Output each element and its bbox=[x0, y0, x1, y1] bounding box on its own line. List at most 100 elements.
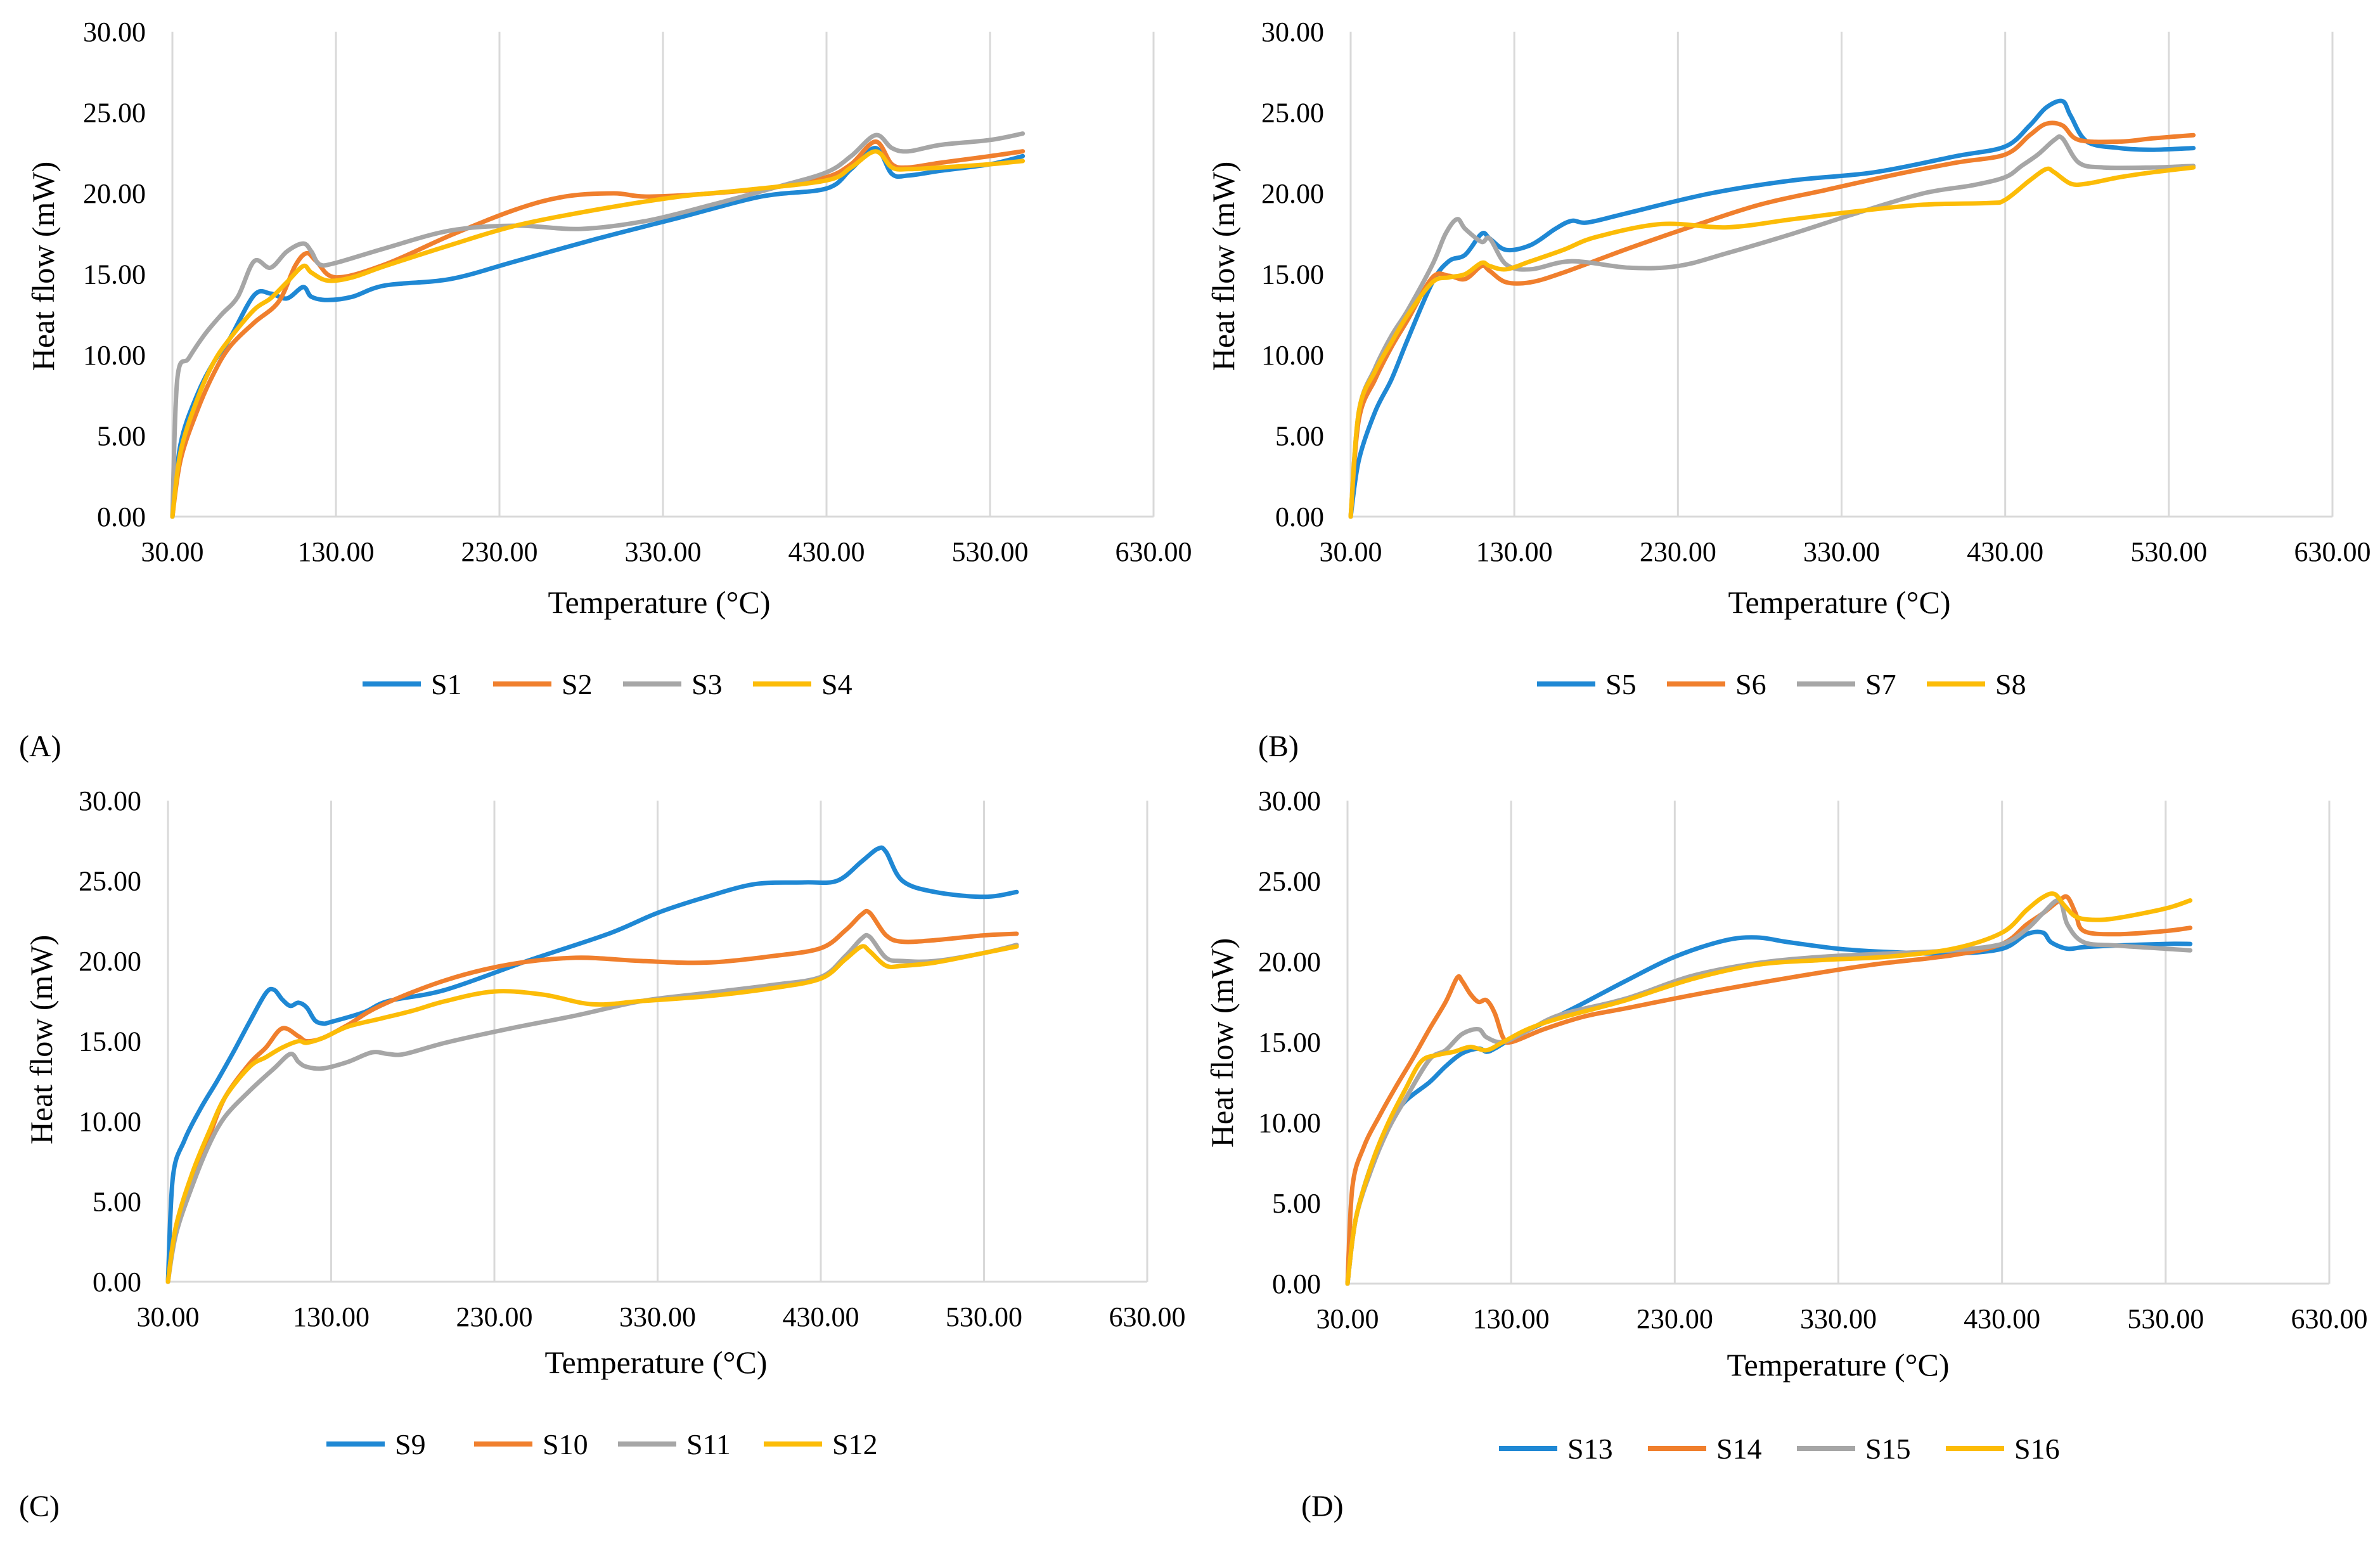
panel-b-xtick-label: 30.00 bbox=[1320, 536, 1382, 567]
legend-label-s9: S9 bbox=[395, 1428, 426, 1460]
panel-a-series bbox=[170, 131, 1026, 519]
panel-c-axes: 0.00 5.00 10.00 15.00 20.00 25.00 30.00 30.00 13… bbox=[79, 785, 1186, 1332]
panel-c-xtick-label: 430.00 bbox=[783, 1301, 859, 1332]
series-line-s2 bbox=[170, 139, 1026, 519]
panel-a-xtick-label: 630.00 bbox=[1116, 536, 1192, 567]
panel-b-axes: 0.00 5.00 10.00 15.00 20.00 25.00 30.00 30.00 13… bbox=[1261, 16, 2371, 567]
panel-b-legend: S5 S6 S7 S8 bbox=[1537, 668, 2026, 700]
panel-c-legend: S9 S10 S11 S12 bbox=[326, 1428, 878, 1460]
panel-a-ytick-label: 25.00 bbox=[83, 98, 146, 129]
series-line-s14 bbox=[1345, 894, 2193, 1286]
panel-d-xtick-label: 530.00 bbox=[2127, 1303, 2204, 1334]
panel-a-xtick-label: 130.00 bbox=[298, 536, 375, 567]
panel-d-ytick-label: 25.00 bbox=[1258, 866, 1321, 897]
legend-label-s11: S11 bbox=[686, 1428, 731, 1460]
panel-c-ytick-label: 0.00 bbox=[93, 1267, 141, 1298]
legend-label-s16: S16 bbox=[2014, 1433, 2060, 1465]
panel-c-ytick-label: 10.00 bbox=[79, 1106, 141, 1137]
panel-b-ytick-label: 30.00 bbox=[1261, 16, 1324, 48]
panel-a-ytick-label: 20.00 bbox=[83, 178, 146, 209]
panel-b-xlabel: Temperature (°C) bbox=[1728, 584, 1950, 620]
panel-a-legend: S1 S2 S3 S4 bbox=[363, 668, 852, 700]
legend-label-s12: S12 bbox=[832, 1428, 878, 1460]
panel-c-xtick-label: 230.00 bbox=[456, 1301, 533, 1332]
panel-b-series bbox=[1348, 98, 2196, 519]
series-line-s16 bbox=[1345, 891, 2193, 1286]
panel-b-tag: (B) bbox=[1258, 730, 1299, 763]
panel-d-ylabel: Heat flow (mW) bbox=[1204, 938, 1240, 1147]
panel-c-ylabel: Heat flow (mW) bbox=[23, 935, 59, 1144]
panel-d-ytick-label: 30.00 bbox=[1258, 785, 1321, 816]
panel-c-xtick-label: 330.00 bbox=[619, 1301, 696, 1332]
panel-d-xtick-label: 630.00 bbox=[2291, 1303, 2368, 1334]
legend-label-s10: S10 bbox=[543, 1428, 588, 1460]
panel-a-axes: 0.00 5.00 10.00 15.00 20.00 25.00 30.00 30.00 13… bbox=[83, 16, 1192, 567]
legend-label-s15: S15 bbox=[1865, 1433, 1911, 1465]
panel-a-xtick-label: 230.00 bbox=[461, 536, 538, 567]
panel-a-tag: (A) bbox=[19, 730, 61, 763]
panel-b-grid bbox=[1513, 32, 2334, 517]
panel-a: 0.00 5.00 10.00 15.00 20.00 25.00 30.00 30.00 13… bbox=[19, 16, 1192, 763]
panel-d-ytick-label: 20.00 bbox=[1258, 946, 1321, 977]
legend-label-s7: S7 bbox=[1865, 668, 1896, 700]
panel-d-ytick-label: 0.00 bbox=[1272, 1268, 1321, 1299]
series-line-s3 bbox=[170, 131, 1026, 519]
panel-d-xtick-label: 430.00 bbox=[1964, 1303, 2040, 1334]
panel-a-xtick-label: 430.00 bbox=[788, 536, 865, 567]
series-line-s5 bbox=[1348, 98, 2196, 519]
panel-c-ytick-label: 15.00 bbox=[79, 1026, 141, 1057]
panel-d-xtick-label: 30.00 bbox=[1316, 1303, 1379, 1334]
panel-b-xtick-label: 230.00 bbox=[1640, 536, 1716, 567]
panel-a-ytick-label: 5.00 bbox=[97, 421, 146, 452]
panel-d-ytick-label: 5.00 bbox=[1272, 1188, 1321, 1219]
panel-d-ytick-label: 15.00 bbox=[1258, 1027, 1321, 1058]
panel-c-grid bbox=[330, 801, 1148, 1282]
panel-a-ylabel: Heat flow (mW) bbox=[25, 162, 61, 371]
panel-c-ytick-label: 5.00 bbox=[93, 1187, 141, 1218]
legend-label-s13: S13 bbox=[1567, 1433, 1613, 1465]
panel-c-xtick-label: 30.00 bbox=[137, 1301, 200, 1332]
series-line-s4 bbox=[170, 149, 1026, 519]
series-line-s13 bbox=[1345, 929, 2193, 1286]
legend-label-s4: S4 bbox=[821, 668, 852, 700]
panel-c-series bbox=[165, 845, 1019, 1284]
series-line-s11 bbox=[165, 932, 1019, 1284]
panel-a-xtick-label: 30.00 bbox=[141, 536, 204, 567]
panel-b-xtick-label: 530.00 bbox=[2130, 536, 2207, 567]
panel-d-axes: 0.00 5.00 10.00 15.00 20.00 25.00 30.00 30.00 13… bbox=[1258, 785, 2368, 1334]
panel-c-ytick-label: 25.00 bbox=[79, 866, 141, 897]
panel-c-xlabel: Temperature (°C) bbox=[544, 1344, 767, 1380]
panel-b-ytick-label: 15.00 bbox=[1261, 259, 1324, 290]
panel-b-ytick-label: 0.00 bbox=[1275, 501, 1324, 532]
panel-a-ytick-label: 15.00 bbox=[83, 259, 146, 290]
panel-d: 0.00 5.00 10.00 15.00 20.00 25.00 30.00 30.00 13… bbox=[1204, 785, 2368, 1523]
panel-c: 0.00 5.00 10.00 15.00 20.00 25.00 30.00 30.00 13… bbox=[19, 785, 1186, 1523]
series-line-s12 bbox=[165, 944, 1019, 1284]
legend-label-s8: S8 bbox=[1995, 668, 2026, 700]
legend-label-s2: S2 bbox=[562, 668, 593, 700]
panel-a-ytick-label: 10.00 bbox=[83, 340, 146, 371]
panel-c-xtick-label: 130.00 bbox=[293, 1301, 370, 1332]
panel-b-xtick-label: 130.00 bbox=[1476, 536, 1553, 567]
panel-c-xtick-label: 530.00 bbox=[946, 1301, 1022, 1332]
legend-label-s14: S14 bbox=[1716, 1433, 1762, 1465]
panel-b-ylabel: Heat flow (mW) bbox=[1206, 162, 1241, 371]
panel-b-xtick-label: 430.00 bbox=[1967, 536, 2043, 567]
panel-b-ytick-label: 10.00 bbox=[1261, 340, 1324, 371]
series-line-s7 bbox=[1348, 134, 2196, 519]
panel-d-tag: (D) bbox=[1301, 1490, 1344, 1523]
panel-b-ytick-label: 5.00 bbox=[1275, 421, 1324, 452]
panel-a-xlabel: Temperature (°C) bbox=[548, 584, 770, 620]
panel-d-xtick-label: 130.00 bbox=[1473, 1303, 1550, 1334]
panel-d-legend: S13 S14 S15 S16 bbox=[1499, 1433, 2060, 1465]
panel-a-grid bbox=[335, 32, 1155, 517]
panel-c-ytick-label: 30.00 bbox=[79, 785, 141, 816]
panel-b-xtick-label: 330.00 bbox=[1803, 536, 1880, 567]
panel-d-series bbox=[1345, 891, 2193, 1286]
panel-a-ytick-label: 30.00 bbox=[83, 16, 146, 48]
panel-d-xlabel: Temperature (°C) bbox=[1727, 1347, 1949, 1383]
series-line-s8 bbox=[1348, 165, 2196, 519]
panel-b-ytick-label: 25.00 bbox=[1261, 98, 1324, 129]
panel-d-xtick-label: 330.00 bbox=[1800, 1303, 1877, 1334]
